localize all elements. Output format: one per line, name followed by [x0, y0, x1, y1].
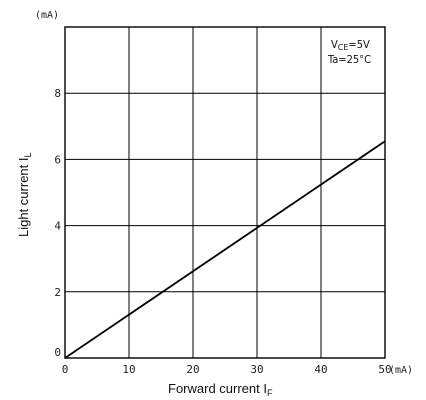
x-tick-label-30: 30 — [250, 363, 263, 376]
y-axis-title-main: Light current I — [16, 158, 31, 238]
annotation-vce-rest: =5V — [348, 38, 370, 51]
annotation-vce-sub: CE — [338, 43, 349, 52]
plot-frame — [65, 27, 385, 358]
annotation-ta: Ta=25°C — [327, 53, 371, 66]
y-tick-label-2: 2 — [54, 286, 61, 299]
y-axis-title: Light current IL — [16, 152, 33, 237]
y-tick-label-4: 4 — [54, 220, 61, 233]
x-axis-title-sub: F — [267, 388, 273, 398]
x-tick-label-20: 20 — [186, 363, 199, 376]
y-unit-label: (mA) — [35, 10, 59, 21]
y-axis-title-sub: L — [23, 152, 33, 157]
x-axis-title: Forward current IF — [168, 381, 273, 398]
x-axis-title-main: Forward current I — [168, 381, 267, 396]
x-tick-label-0: 0 — [62, 363, 69, 376]
grid-layer — [65, 27, 385, 358]
y-tick-label-8: 8 — [54, 87, 61, 100]
annotation-vce: VCE=5V — [331, 38, 370, 52]
x-tick-label-40: 40 — [314, 363, 327, 376]
x-tick-label-10: 10 — [122, 363, 135, 376]
y-tick-label-0: 0 — [54, 346, 61, 359]
x-unit-label: (mA) — [389, 365, 413, 376]
y-tick-label-6: 6 — [54, 153, 61, 166]
series-layer — [65, 141, 385, 358]
series-line-0 — [65, 141, 385, 358]
